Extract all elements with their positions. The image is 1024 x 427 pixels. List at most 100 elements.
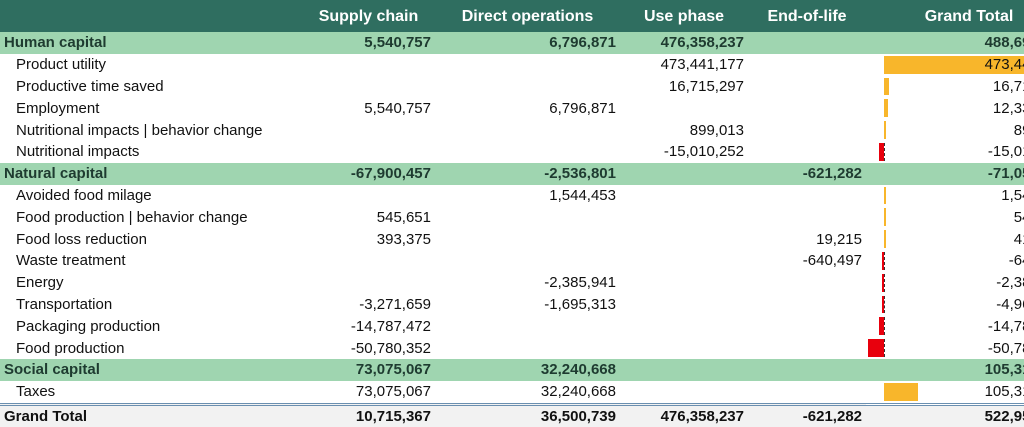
cell-grand-total[interactable]: -4,966,972 <box>866 293 1024 316</box>
row-label[interactable]: Grand Total <box>0 402 302 427</box>
header-cell-end-of-life[interactable]: End-of-life <box>748 0 866 32</box>
cell-use-phase[interactable] <box>620 358 748 381</box>
cell-supply-chain[interactable] <box>302 271 435 294</box>
cell-supply-chain[interactable]: 393,375 <box>302 228 435 250</box>
cell-supply-chain[interactable]: 545,651 <box>302 206 435 229</box>
cell-direct-operations[interactable]: -2,385,941 <box>435 271 620 294</box>
cell-use-phase[interactable] <box>620 315 748 338</box>
cell-use-phase[interactable] <box>620 293 748 316</box>
row-label[interactable]: Food loss reduction <box>0 228 302 250</box>
cell-direct-operations[interactable] <box>435 315 620 338</box>
cell-grand-total[interactable]: 12,337,628 <box>866 97 1024 120</box>
cell-supply-chain[interactable]: -3,271,659 <box>302 293 435 316</box>
row-label[interactable]: Transportation <box>0 293 302 316</box>
header-cell-grand-total[interactable]: Grand Total <box>866 0 1024 32</box>
cell-grand-total[interactable]: 412,590 <box>866 228 1024 250</box>
cell-supply-chain[interactable] <box>302 119 435 141</box>
row-label[interactable]: Employment <box>0 97 302 120</box>
cell-end-of-life[interactable] <box>748 32 866 54</box>
row-label[interactable]: Nutritional impacts <box>0 140 302 163</box>
cell-direct-operations[interactable] <box>435 53 620 76</box>
cell-end-of-life[interactable]: 19,215 <box>748 228 866 250</box>
row-label[interactable]: Food production <box>0 337 302 359</box>
row-label[interactable]: Food production | behavior change <box>0 206 302 229</box>
cell-supply-chain[interactable]: -50,780,352 <box>302 337 435 359</box>
cell-direct-operations[interactable] <box>435 337 620 359</box>
cell-supply-chain[interactable] <box>302 53 435 76</box>
cell-direct-operations[interactable] <box>435 206 620 229</box>
cell-supply-chain[interactable]: 73,075,067 <box>302 380 435 405</box>
cell-grand-total[interactable]: 899,013 <box>866 119 1024 141</box>
cell-direct-operations[interactable]: 32,240,668 <box>435 358 620 381</box>
cell-use-phase[interactable] <box>620 249 748 272</box>
row-label[interactable]: Avoided food milage <box>0 184 302 207</box>
cell-direct-operations[interactable]: 1,544,453 <box>435 184 620 207</box>
cell-end-of-life[interactable] <box>748 53 866 76</box>
cell-direct-operations[interactable] <box>435 249 620 272</box>
cell-grand-total[interactable]: -15,010,252 <box>866 140 1024 163</box>
cell-end-of-life[interactable] <box>748 184 866 207</box>
cell-grand-total[interactable]: 545,651 <box>866 206 1024 229</box>
cell-end-of-life[interactable] <box>748 293 866 316</box>
cell-end-of-life[interactable]: -640,497 <box>748 249 866 272</box>
cell-grand-total[interactable]: 473,441,177 <box>866 53 1024 76</box>
cell-supply-chain[interactable] <box>302 184 435 207</box>
cell-supply-chain[interactable]: 5,540,757 <box>302 32 435 54</box>
cell-end-of-life[interactable] <box>748 75 866 98</box>
cell-supply-chain[interactable]: 10,715,367 <box>302 402 435 427</box>
cell-use-phase[interactable] <box>620 206 748 229</box>
cell-grand-total[interactable]: -640,497 <box>866 249 1024 272</box>
cell-grand-total[interactable]: -2,385,941 <box>866 271 1024 294</box>
cell-supply-chain[interactable] <box>302 75 435 98</box>
cell-direct-operations[interactable]: 32,240,668 <box>435 380 620 405</box>
cell-direct-operations[interactable] <box>435 119 620 141</box>
cell-end-of-life[interactable] <box>748 337 866 359</box>
cell-end-of-life[interactable] <box>748 140 866 163</box>
row-label[interactable]: Productive time saved <box>0 75 302 98</box>
cell-use-phase[interactable] <box>620 162 748 185</box>
cell-use-phase[interactable]: 476,358,237 <box>620 402 748 427</box>
cell-use-phase[interactable]: 476,358,237 <box>620 32 748 54</box>
cell-supply-chain[interactable] <box>302 249 435 272</box>
row-label[interactable]: Product utility <box>0 53 302 76</box>
cell-grand-total[interactable]: 105,315,736 <box>866 380 1024 405</box>
row-label[interactable]: Social capital <box>0 358 302 381</box>
cell-supply-chain[interactable]: 5,540,757 <box>302 97 435 120</box>
cell-grand-total[interactable]: 16,715,297 <box>866 75 1024 98</box>
row-label[interactable]: Natural capital <box>0 162 302 185</box>
cell-end-of-life[interactable]: -621,282 <box>748 402 866 427</box>
cell-supply-chain[interactable] <box>302 140 435 163</box>
header-cell-category[interactable] <box>0 0 302 32</box>
cell-direct-operations[interactable] <box>435 228 620 250</box>
cell-direct-operations[interactable]: 36,500,739 <box>435 402 620 427</box>
cell-end-of-life[interactable] <box>748 271 866 294</box>
cell-use-phase[interactable] <box>620 337 748 359</box>
cell-end-of-life[interactable] <box>748 97 866 120</box>
cell-use-phase[interactable]: 899,013 <box>620 119 748 141</box>
cell-direct-operations[interactable]: -2,536,801 <box>435 162 620 185</box>
cell-grand-total[interactable]: 522,953,061 <box>866 402 1024 427</box>
cell-use-phase[interactable] <box>620 271 748 294</box>
cell-end-of-life[interactable] <box>748 380 866 405</box>
cell-use-phase[interactable]: -15,010,252 <box>620 140 748 163</box>
cell-grand-total[interactable]: 488,695,865 <box>866 32 1024 54</box>
cell-use-phase[interactable] <box>620 97 748 120</box>
cell-grand-total[interactable]: 105,315,736 <box>866 358 1024 381</box>
cell-direct-operations[interactable]: 6,796,871 <box>435 97 620 120</box>
row-label[interactable]: Packaging production <box>0 315 302 338</box>
cell-end-of-life[interactable] <box>748 119 866 141</box>
cell-use-phase[interactable] <box>620 184 748 207</box>
cell-direct-operations[interactable]: -1,695,313 <box>435 293 620 316</box>
cell-grand-total[interactable]: -14,787,472 <box>866 315 1024 338</box>
cell-grand-total[interactable]: -71,058,540 <box>866 162 1024 185</box>
cell-end-of-life[interactable]: -621,282 <box>748 162 866 185</box>
header-cell-supply-chain[interactable]: Supply chain <box>302 0 435 32</box>
cell-direct-operations[interactable] <box>435 140 620 163</box>
cell-end-of-life[interactable] <box>748 358 866 381</box>
row-label[interactable]: Waste treatment <box>0 249 302 272</box>
cell-use-phase[interactable]: 473,441,177 <box>620 53 748 76</box>
cell-grand-total[interactable]: 1,544,453 <box>866 184 1024 207</box>
header-cell-direct-operations[interactable]: Direct operations <box>435 0 620 32</box>
cell-supply-chain[interactable]: -14,787,472 <box>302 315 435 338</box>
cell-direct-operations[interactable]: 6,796,871 <box>435 32 620 54</box>
